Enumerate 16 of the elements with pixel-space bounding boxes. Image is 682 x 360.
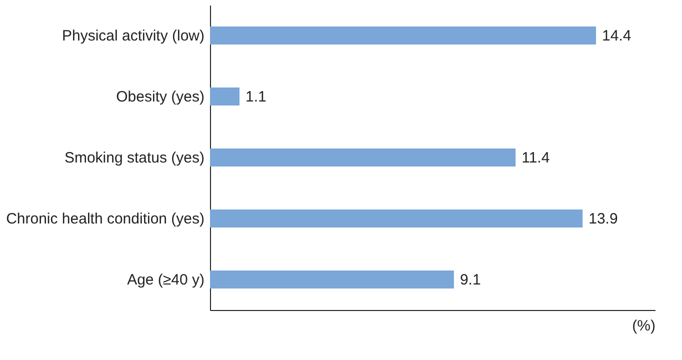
y-tick-label: Age (≥40 y) <box>127 272 204 288</box>
bar <box>210 270 454 288</box>
bar <box>210 210 583 228</box>
bar <box>210 148 516 166</box>
data-label: 11.4 <box>522 150 550 166</box>
x-axis-title: (%) <box>632 318 656 334</box>
data-label: 9.1 <box>460 272 481 288</box>
y-tick-label: Smoking status (yes) <box>64 150 205 166</box>
bar <box>210 26 596 44</box>
data-label: 14.4 <box>602 28 632 44</box>
data-label: 1.1 <box>245 88 266 106</box>
y-tick-label: Physical activity (low) <box>62 28 205 44</box>
data-label: 13.9 <box>588 210 618 228</box>
y-tick-label: Obesity (yes) <box>116 88 204 106</box>
bar <box>210 88 240 106</box>
y-tick-label: Chronic health condition (yes) <box>6 210 204 228</box>
